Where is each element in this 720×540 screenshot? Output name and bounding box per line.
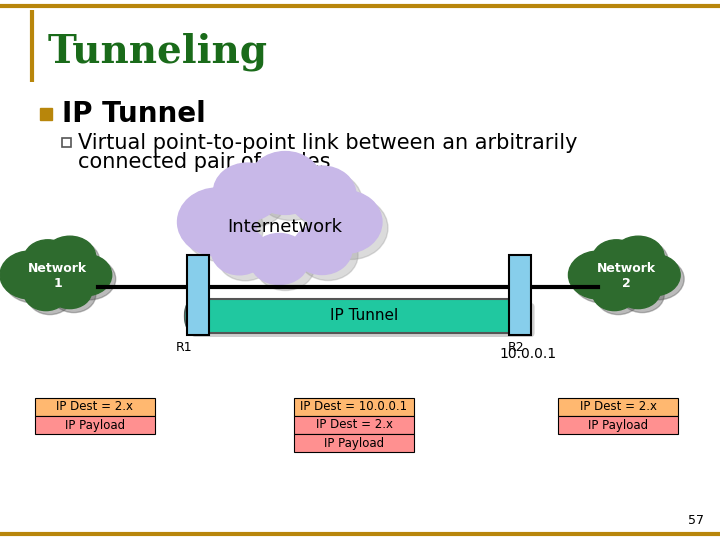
Text: Network
1: Network 1: [28, 262, 87, 290]
Text: IP Dest = 2.x: IP Dest = 2.x: [56, 401, 133, 414]
Ellipse shape: [24, 240, 72, 278]
FancyBboxPatch shape: [187, 299, 531, 333]
Text: IP Dest = 2.x: IP Dest = 2.x: [580, 401, 657, 414]
Ellipse shape: [44, 236, 96, 278]
Text: Network
2: Network 2: [597, 262, 656, 290]
Text: IP Payload: IP Payload: [65, 418, 125, 431]
Ellipse shape: [596, 279, 640, 315]
Ellipse shape: [254, 158, 328, 220]
Ellipse shape: [24, 275, 68, 310]
FancyBboxPatch shape: [294, 416, 414, 434]
Ellipse shape: [616, 273, 660, 308]
FancyBboxPatch shape: [192, 303, 534, 337]
Text: R2: R2: [508, 341, 524, 354]
Text: IP Tunnel: IP Tunnel: [62, 100, 206, 128]
Text: IP Tunnel: IP Tunnel: [330, 308, 398, 323]
Ellipse shape: [621, 278, 664, 313]
Ellipse shape: [249, 233, 309, 285]
Ellipse shape: [593, 275, 636, 310]
Text: IP Payload: IP Payload: [588, 418, 649, 431]
Ellipse shape: [48, 240, 100, 282]
Ellipse shape: [569, 251, 629, 299]
Ellipse shape: [596, 244, 644, 282]
Text: IP Payload: IP Payload: [324, 436, 384, 449]
Text: IP Dest = 2.x: IP Dest = 2.x: [315, 418, 392, 431]
Text: connected pair of nodes: connected pair of nodes: [78, 152, 330, 172]
Ellipse shape: [220, 169, 287, 227]
Ellipse shape: [572, 255, 632, 303]
Ellipse shape: [212, 227, 267, 275]
FancyBboxPatch shape: [40, 108, 52, 120]
FancyBboxPatch shape: [559, 398, 678, 416]
FancyBboxPatch shape: [294, 434, 414, 452]
Ellipse shape: [28, 279, 72, 315]
Ellipse shape: [292, 224, 352, 274]
Ellipse shape: [632, 258, 684, 300]
Ellipse shape: [0, 251, 60, 299]
Ellipse shape: [48, 273, 91, 308]
Ellipse shape: [64, 258, 116, 300]
FancyBboxPatch shape: [294, 398, 414, 416]
FancyBboxPatch shape: [187, 255, 210, 335]
Ellipse shape: [288, 166, 356, 224]
Ellipse shape: [294, 172, 362, 230]
Ellipse shape: [314, 197, 388, 259]
Text: Tunneling: Tunneling: [48, 33, 268, 71]
Ellipse shape: [298, 230, 358, 280]
Ellipse shape: [178, 188, 257, 256]
Ellipse shape: [184, 194, 264, 262]
Ellipse shape: [629, 254, 680, 296]
Text: 10.0.0.1: 10.0.0.1: [499, 347, 556, 361]
Ellipse shape: [612, 236, 664, 278]
Ellipse shape: [60, 254, 112, 296]
Ellipse shape: [217, 233, 274, 281]
Ellipse shape: [308, 191, 382, 253]
Text: 57: 57: [688, 514, 704, 527]
Ellipse shape: [593, 240, 640, 278]
Ellipse shape: [616, 240, 668, 282]
FancyBboxPatch shape: [62, 138, 71, 147]
Text: Virtual point-to-point link between an arbitrarily: Virtual point-to-point link between an a…: [78, 133, 577, 153]
Text: R1: R1: [176, 341, 193, 354]
Ellipse shape: [4, 255, 64, 303]
FancyBboxPatch shape: [508, 255, 531, 335]
Ellipse shape: [52, 278, 96, 313]
Ellipse shape: [256, 240, 315, 291]
FancyBboxPatch shape: [35, 416, 155, 434]
Ellipse shape: [248, 152, 322, 214]
Ellipse shape: [28, 244, 76, 282]
Ellipse shape: [185, 299, 202, 333]
Text: IP Dest = 10.0.0.1: IP Dest = 10.0.0.1: [300, 401, 408, 414]
FancyBboxPatch shape: [35, 398, 155, 416]
Text: Internetwork: Internetwork: [228, 218, 343, 236]
Ellipse shape: [213, 163, 282, 221]
FancyBboxPatch shape: [559, 416, 678, 434]
